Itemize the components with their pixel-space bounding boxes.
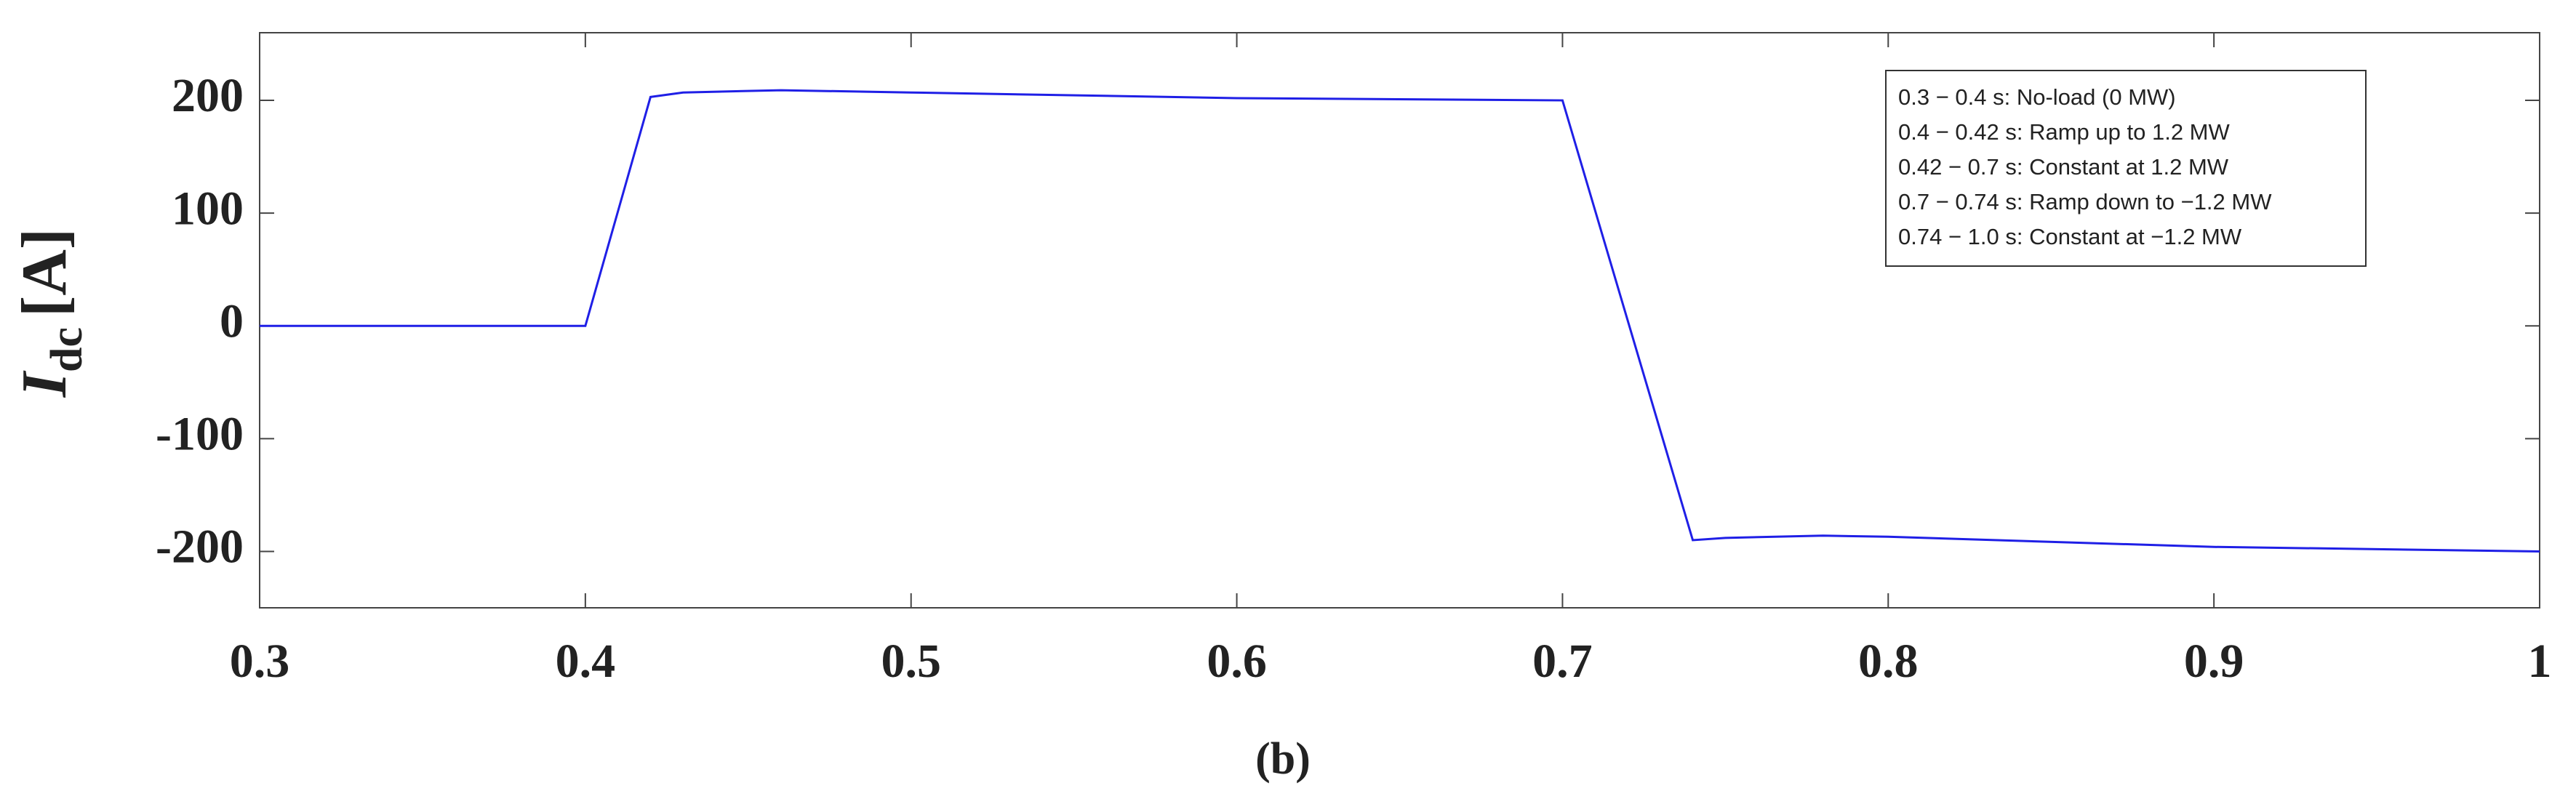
y-label-unit: [A] [9, 228, 80, 317]
y-tick-label: 200 [172, 69, 244, 122]
y-label-main: I [9, 370, 80, 398]
annotation-box [1885, 70, 2367, 267]
x-tick-label: 1 [2528, 635, 2552, 688]
x-tick-label: 0.4 [556, 635, 616, 688]
y-tick-label: -200 [156, 521, 244, 574]
x-tick-label: 0.5 [881, 635, 941, 688]
annotation: 0.74 − 1.0 s: Constant at −1.2 MW [1898, 224, 2242, 249]
y-tick-label: -100 [156, 407, 244, 460]
y-tick-label: 0 [220, 294, 244, 348]
y-label-sub: dc [42, 327, 92, 372]
x-tick-label: 0.7 [1532, 635, 1593, 688]
y-tick-label: 100 [172, 182, 244, 235]
annotation: 0.42 − 0.7 s: Constant at 1.2 MW [1898, 154, 2229, 180]
data-line [260, 89, 2540, 553]
annotation: 0.4 − 0.42 s: Ramp up to 1.2 MW [1898, 119, 2230, 145]
annotation: 0.7 − 0.74 s: Ramp down to −1.2 MW [1898, 189, 2272, 214]
annotation: 0.3 − 0.4 s: No-load (0 MW) [1898, 84, 2176, 110]
x-tick-label: 0.3 [230, 635, 290, 688]
x-tick-label: 0.9 [2184, 635, 2244, 688]
y-axis-label: Idc [A] [9, 228, 92, 398]
x-tick-label: 0.8 [1858, 635, 1919, 688]
plot-frame [259, 32, 2540, 609]
x-tick-label: 0.6 [1207, 635, 1267, 688]
caption: (b) [1255, 734, 1311, 784]
